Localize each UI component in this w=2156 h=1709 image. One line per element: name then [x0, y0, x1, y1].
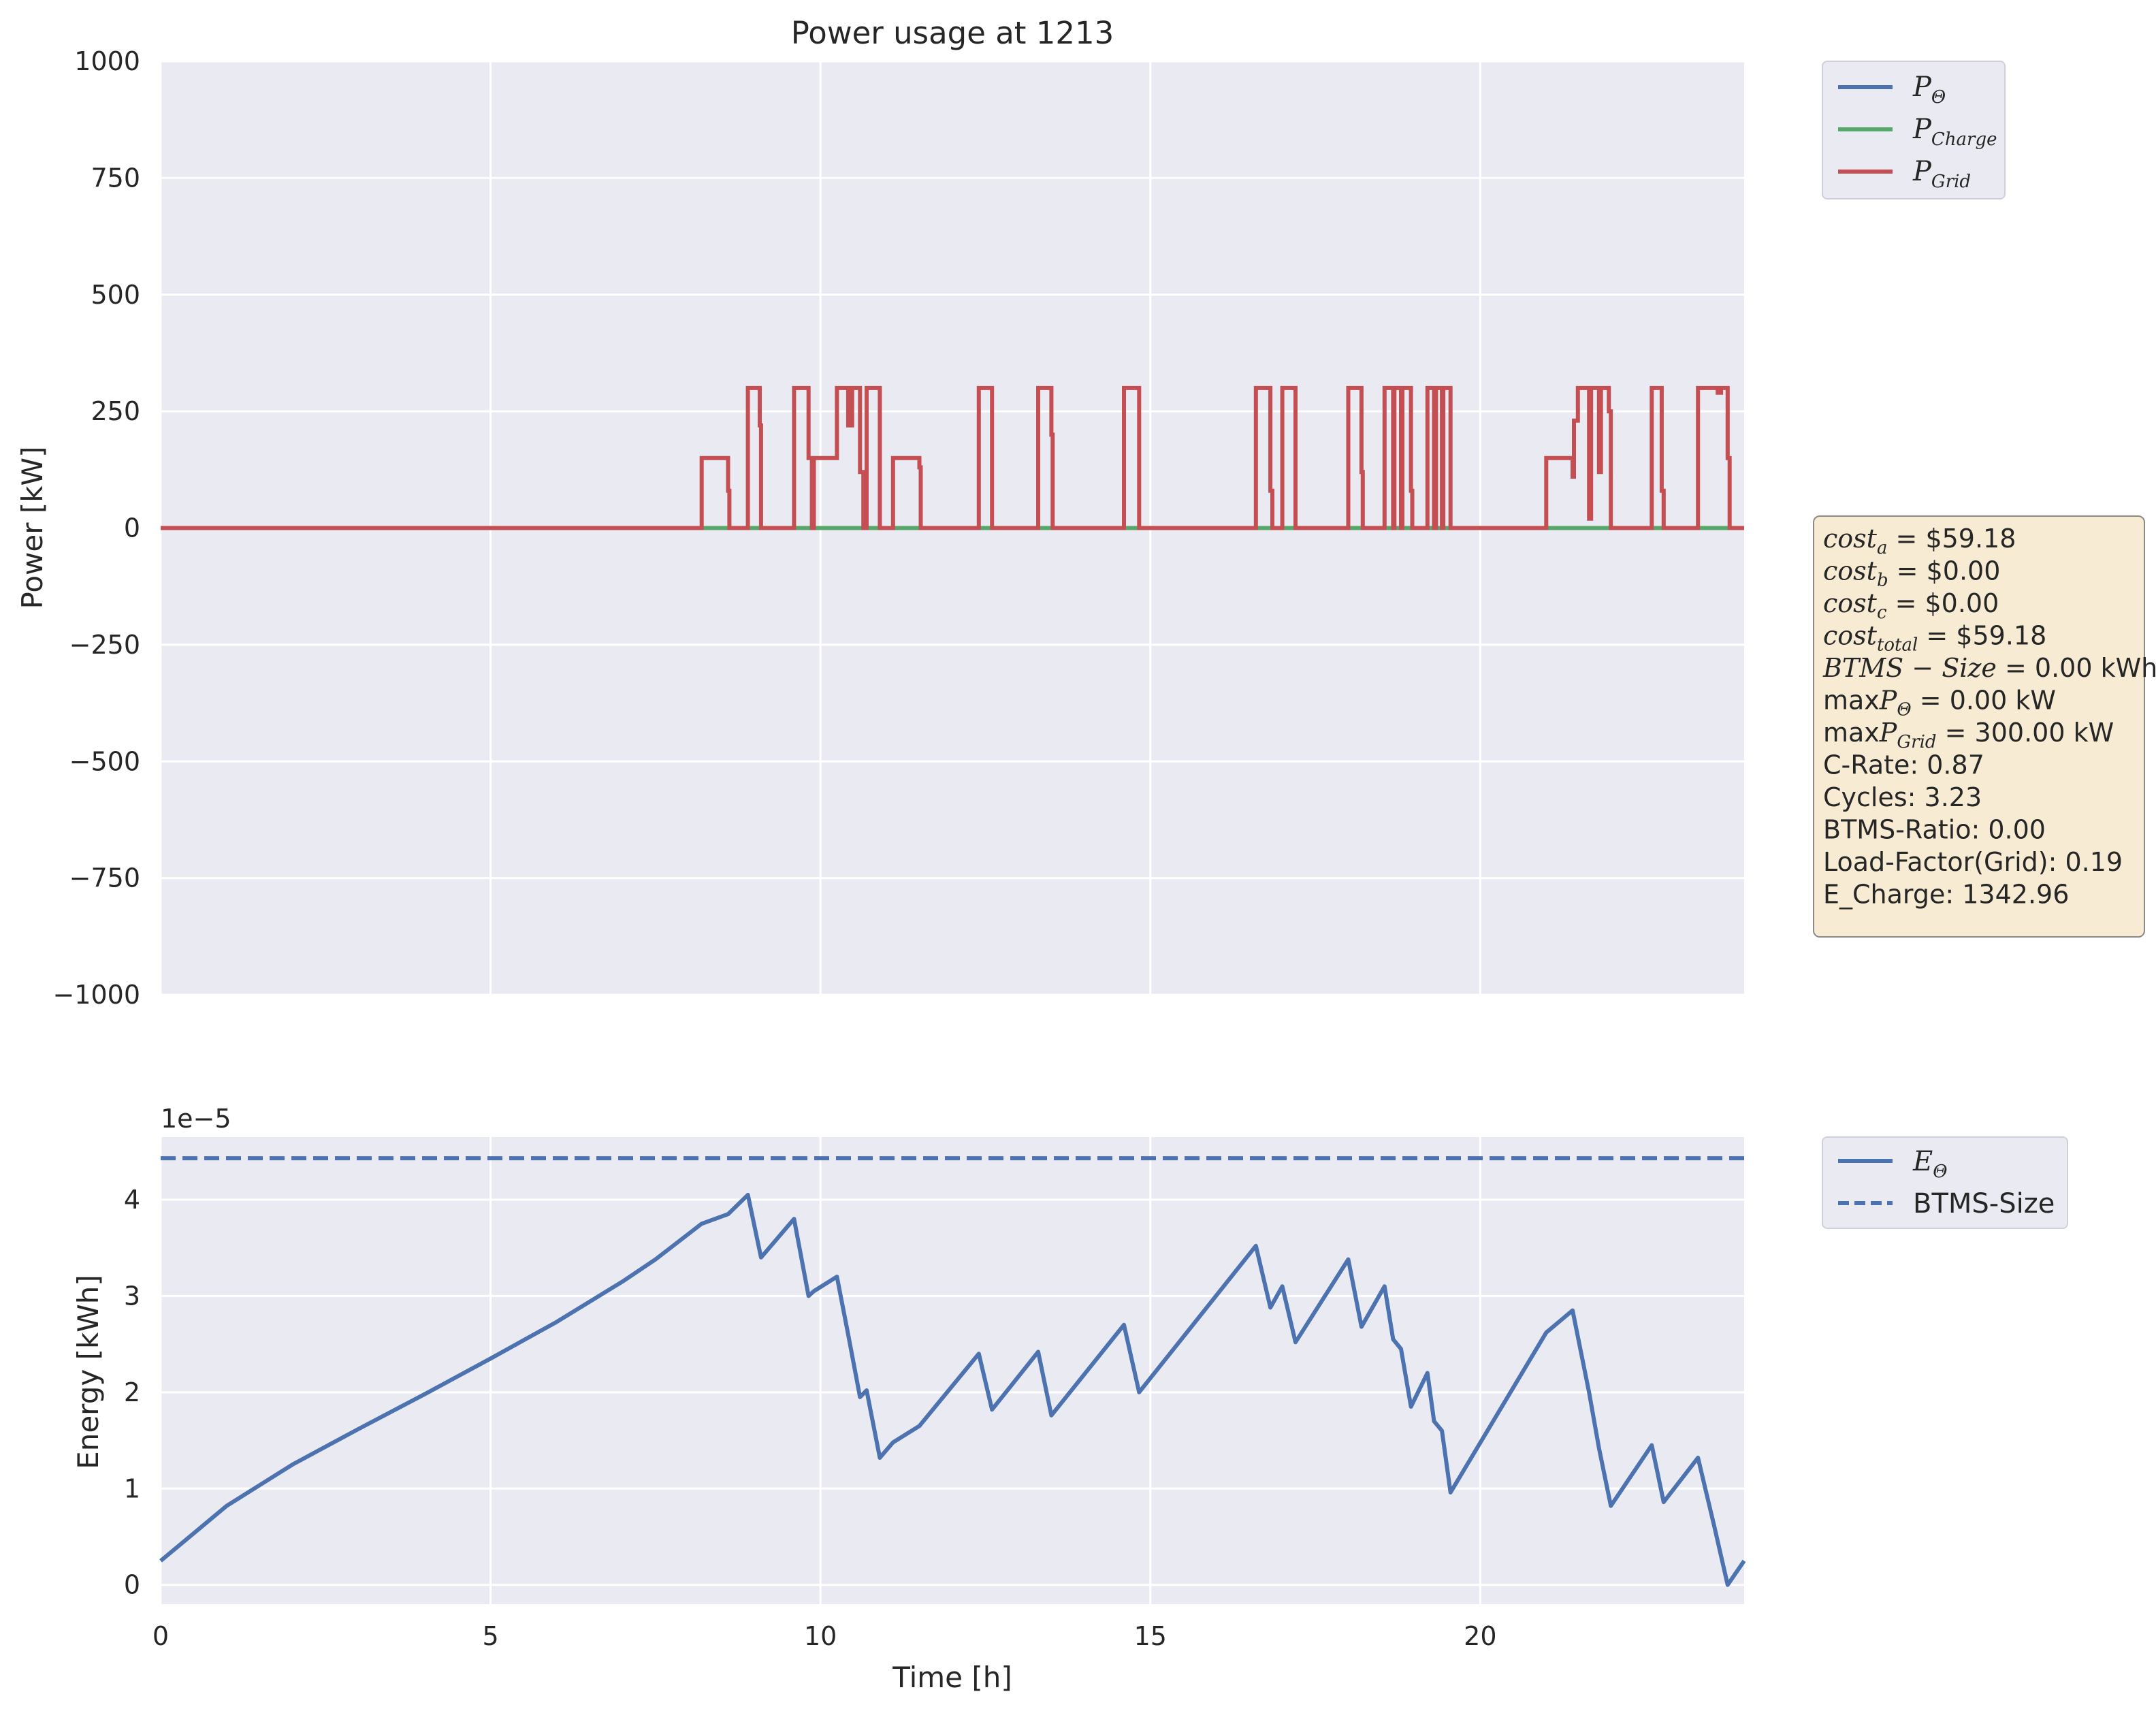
energy-y-ticks: 0 1 2 3 4	[124, 1185, 140, 1600]
annotation-line-11: E_Charge: 1342.96	[1823, 880, 2069, 910]
metrics-annotation-box	[1813, 515, 2145, 938]
energy-y-tick-label: 0	[124, 1570, 140, 1600]
power-series	[161, 385, 1744, 530]
power-y-tick-label: 250	[91, 396, 140, 426]
energy-gridlines	[159, 1137, 1744, 1604]
energy-legend-label-0: EΘ	[1912, 1146, 1948, 1182]
annotation-line-5: maxPΘ = 0.00 kW	[1823, 686, 2056, 720]
x-tick-label: 5	[482, 1621, 498, 1651]
power-y-tick-label: −250	[69, 630, 140, 660]
energy-y-axis-label: Energy [kWh]	[71, 1275, 105, 1469]
x-tick-label: 15	[1134, 1621, 1167, 1651]
power-y-tick-label: 1000	[74, 46, 140, 76]
power-series-line-2	[161, 385, 1744, 530]
power-legend: PΘ PCharge PGrid	[1822, 61, 2006, 199]
power-y-axis-label: Power [kW]	[16, 447, 49, 609]
power-y-tick-label: 0	[124, 513, 140, 543]
annotation-line-1: costb = $0.00	[1823, 556, 2000, 591]
power-y-ticks: −1000 −750 −500 −250 0 250 500 750 1000	[52, 46, 140, 1010]
energy-y-tick-label: 1	[124, 1473, 140, 1503]
annotation-line-2: costc = $0.00	[1823, 588, 1999, 623]
energy-offset-label: 1e−5	[161, 1104, 231, 1134]
annotation-line-0: costa = $59.18	[1823, 524, 2016, 558]
energy-plot-background	[161, 1137, 1744, 1604]
annotation-line-4: BTMS − Size = 0.00 kWh	[1822, 653, 2156, 683]
annotation-line-9: BTMS-Ratio: 0.00	[1823, 815, 2046, 845]
annotation-line-3: costtotal = $59.18	[1823, 621, 2046, 656]
power-axes: −1000 −750 −500 −250 0 250 500 750 1000 Power us…	[16, 15, 1744, 1010]
annotation-line-10: Load-Factor(Grid): 0.19	[1823, 847, 2123, 877]
x-tick-label: 20	[1464, 1621, 1496, 1651]
energy-y-tick-label: 4	[124, 1185, 140, 1215]
annotation-line-6: maxPGrid = 300.00 kW	[1823, 718, 2114, 752]
legend-label-1: PCharge	[1912, 114, 1997, 150]
chart-title: Power usage at 1213	[791, 15, 1114, 51]
annotation-line-8: Cycles: 3.23	[1823, 782, 1982, 812]
legend-label-0: PΘ	[1912, 71, 1946, 108]
energy-y-tick-label: 3	[124, 1281, 140, 1311]
legend-label-2: PGrid	[1912, 156, 1971, 192]
energy-legend-label-1: BTMS-Size	[1913, 1188, 2055, 1219]
power-y-tick-label: −500	[69, 746, 140, 776]
x-tick-label: 10	[804, 1621, 837, 1651]
annotation-line-7: C-Rate: 0.87	[1823, 750, 1984, 780]
power-legend-box	[1822, 61, 2006, 199]
x-ticks: 0 5 10 15 20	[152, 1621, 1497, 1651]
power-y-tick-label: 500	[91, 280, 140, 310]
energy-series	[159, 1156, 1746, 1587]
power-y-tick-label: −750	[69, 863, 140, 893]
x-axis-label: Time [h]	[892, 1661, 1012, 1694]
energy-series-line-0	[159, 1192, 1746, 1587]
energy-axes: 0 1 2 3 4 0 5 10 15 20 1e−5 Energy [kWh] Time [h…	[71, 1104, 1746, 1694]
power-y-tick-label: −1000	[52, 980, 140, 1010]
energy-legend: EΘ BTMS-Size	[1822, 1136, 2068, 1229]
power-y-tick-label: 750	[91, 163, 140, 193]
energy-y-tick-label: 2	[124, 1377, 140, 1407]
x-tick-label: 0	[152, 1621, 169, 1651]
